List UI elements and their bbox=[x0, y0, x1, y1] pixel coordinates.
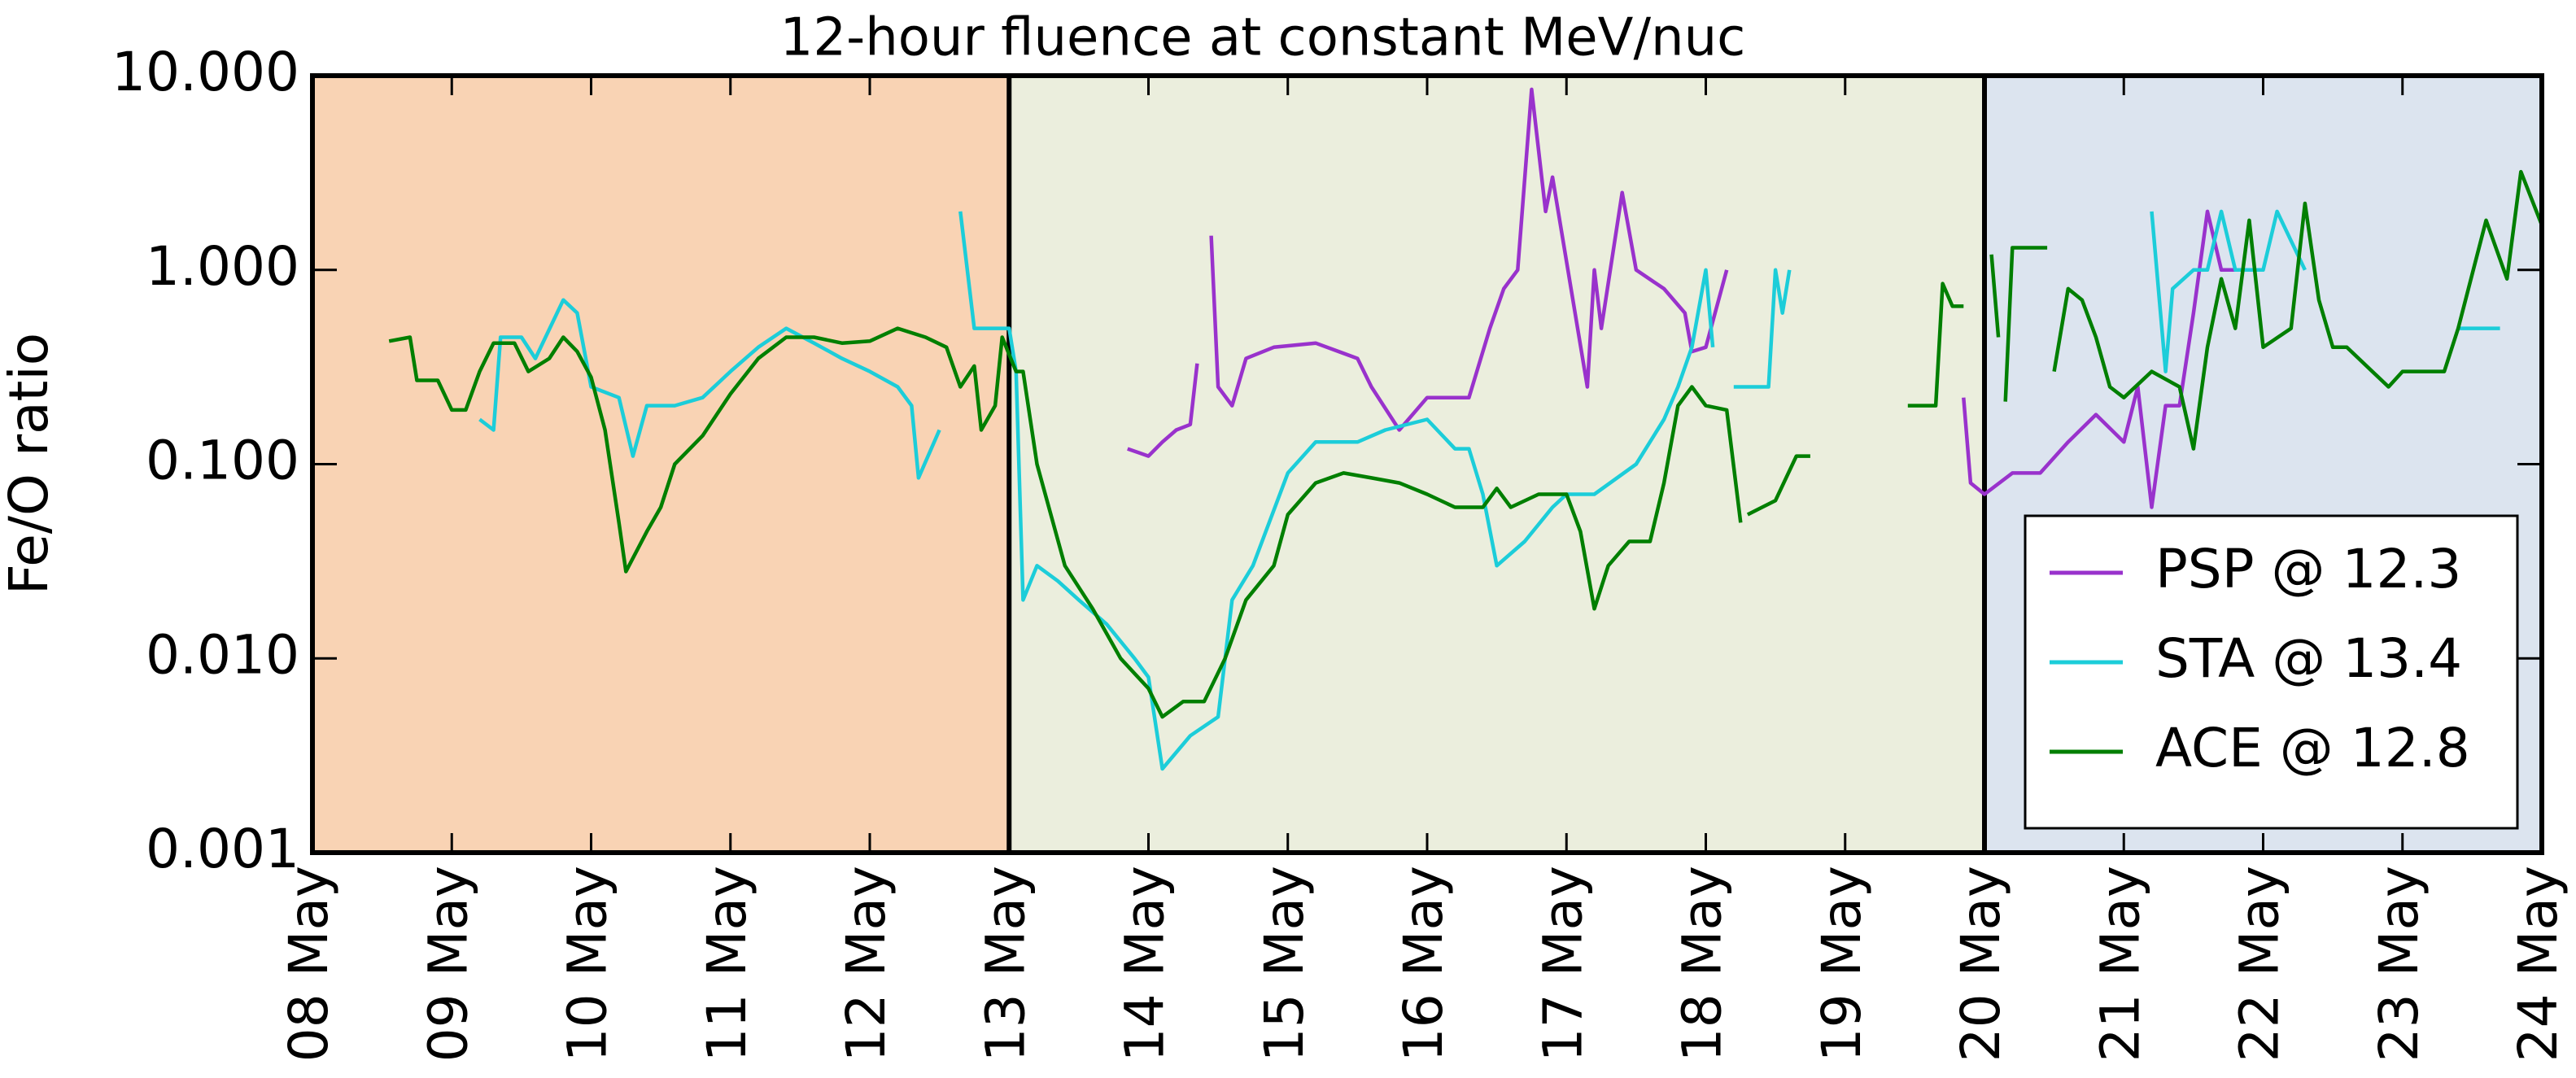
legend-box bbox=[2024, 514, 2519, 830]
x-tick-label: 18 May bbox=[1671, 866, 1734, 1062]
region bbox=[312, 76, 1010, 853]
x-tick-label: 08 May bbox=[277, 866, 340, 1062]
chart-title: 12-hour fluence at constant MeV/nuc bbox=[780, 8, 1746, 68]
x-tick-label: 09 May bbox=[417, 866, 479, 1062]
x-tick-label: 15 May bbox=[1253, 866, 1316, 1062]
x-tick-label: 22 May bbox=[2229, 866, 2291, 1062]
series-line bbox=[478, 209, 2500, 771]
legend-label: STA @ 13.4 bbox=[2155, 627, 2462, 690]
x-tick-label: 24 May bbox=[2507, 866, 2569, 1062]
x-tick-label: 23 May bbox=[2368, 866, 2430, 1062]
series-line bbox=[388, 169, 2544, 719]
y-tick-label: 1.000 bbox=[146, 235, 299, 298]
x-tick-label: 16 May bbox=[1392, 866, 1455, 1062]
y-tick-label: 10.000 bbox=[111, 41, 299, 103]
legend-label: ACE @ 12.8 bbox=[2155, 717, 2470, 779]
x-tick-label: 20 May bbox=[1949, 866, 2012, 1062]
x-tick-label: 11 May bbox=[696, 866, 758, 1062]
plot-frame bbox=[310, 73, 2544, 855]
x-tick-label: 21 May bbox=[2089, 866, 2151, 1062]
x-tick-label: 17 May bbox=[1531, 866, 1594, 1062]
x-tick-label: 13 May bbox=[974, 866, 1037, 1062]
y-tick-label: 0.001 bbox=[146, 818, 299, 880]
legend-label: PSP @ 12.3 bbox=[2155, 538, 2461, 600]
y-axis-label: Fe/O ratio bbox=[0, 333, 60, 595]
x-tick-label: 14 May bbox=[1114, 866, 1177, 1062]
y-tick-label: 0.010 bbox=[146, 623, 299, 686]
region bbox=[1009, 76, 1984, 853]
x-tick-label: 10 May bbox=[557, 866, 619, 1062]
x-tick-label: 19 May bbox=[1810, 866, 1873, 1062]
x-tick-label: 12 May bbox=[835, 866, 897, 1062]
y-tick-label: 0.100 bbox=[146, 430, 299, 492]
